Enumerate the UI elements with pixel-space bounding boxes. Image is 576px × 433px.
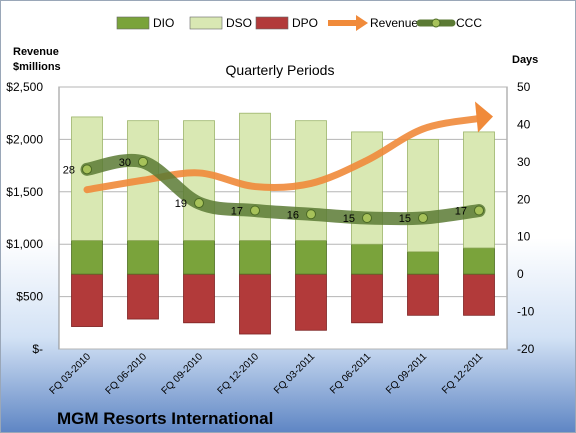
- legend-label: DSO: [226, 16, 252, 30]
- x-axis-tick: FQ 03-2011: [272, 351, 317, 396]
- legend-swatch-dio: [116, 16, 150, 30]
- ccc-data-label: 17: [231, 206, 243, 218]
- bar-dio: [71, 240, 103, 275]
- right-axis-tick: -10: [517, 305, 535, 319]
- legend-swatch-dso: [189, 16, 223, 30]
- ccc-data-label: 30: [119, 157, 131, 169]
- ccc-marker: [82, 164, 92, 175]
- legend-label: CCC: [456, 16, 482, 30]
- left-axis-label: $millions: [13, 61, 61, 73]
- bar-dpo: [463, 273, 495, 316]
- ccc-data-label: 28: [63, 164, 75, 176]
- bar-dio: [463, 247, 495, 275]
- ccc-data-label: 19: [175, 198, 187, 210]
- right-axis-tick: 40: [517, 117, 531, 131]
- company-title: MGM Resorts International: [57, 409, 273, 428]
- right-axis-tick: -20: [517, 342, 535, 356]
- bar-dpo: [239, 273, 271, 335]
- ccc-data-label: 16: [287, 209, 299, 221]
- bar-dpo: [183, 273, 215, 324]
- bar-dio: [351, 243, 383, 275]
- ccc-data-label: 15: [343, 213, 355, 225]
- x-axis-tick: FQ 09-2011: [384, 351, 429, 396]
- bar-dso: [183, 120, 215, 241]
- x-axis-tick: FQ 06-2010: [104, 351, 150, 397]
- ccc-line: [80, 153, 486, 226]
- x-axis-tick: FQ 12-2011: [440, 351, 485, 396]
- legend-label: Revenue: [370, 16, 418, 30]
- legend-label: DPO: [292, 16, 318, 30]
- legend-swatch-dpo: [255, 16, 289, 30]
- x-axis-tick: FQ 03-2010: [48, 351, 94, 397]
- ccc-data-label: 17: [455, 206, 467, 218]
- left-axis-tick: $1,000: [6, 237, 43, 251]
- left-axis-tick: $2,500: [6, 80, 43, 94]
- right-axis-tick: 30: [517, 155, 531, 169]
- legend-arrowhead-revenue: [356, 15, 368, 31]
- bar-dso: [407, 138, 439, 253]
- ccc-marker: [418, 213, 428, 223]
- ccc-marker: [362, 213, 372, 223]
- legend-marker-ccc: [431, 18, 441, 28]
- left-axis-tick: $500: [16, 290, 43, 304]
- left-axis-label: Revenue: [13, 46, 59, 58]
- bar-dpo: [407, 273, 439, 316]
- right-axis-tick: 0: [517, 267, 524, 281]
- right-axis-label: Days: [512, 54, 538, 66]
- left-axis-tick: $1,500: [6, 185, 43, 199]
- bar-dso: [71, 116, 103, 241]
- ccc-marker: [474, 205, 484, 216]
- ccc-marker: [250, 205, 260, 216]
- bar-dpo: [71, 273, 103, 327]
- legend-label: DIO: [153, 16, 174, 30]
- right-axis-tick: 20: [517, 192, 531, 206]
- right-axis-tick: 50: [517, 80, 531, 94]
- revenue-arrowhead: [475, 101, 493, 133]
- ccc-data-label: 15: [399, 213, 411, 225]
- bar-dio: [295, 240, 327, 275]
- bar-dpo: [127, 273, 159, 320]
- bar-dio: [127, 240, 159, 275]
- ccc-marker: [194, 198, 204, 209]
- left-axis-tick: $2,000: [6, 132, 43, 146]
- x-axis-tick: FQ 12-2010: [216, 351, 262, 397]
- bar-dio: [407, 251, 439, 275]
- x-axis-tick: FQ 09-2010: [160, 351, 206, 397]
- bar-dpo: [351, 273, 383, 324]
- bar-dso: [463, 131, 495, 249]
- bar-dio: [183, 240, 215, 275]
- ccc-marker: [306, 209, 316, 220]
- bar-dio: [239, 240, 271, 275]
- bar-dso: [239, 112, 271, 241]
- bar-dpo: [295, 273, 327, 331]
- revenue-line: [83, 114, 483, 194]
- right-axis-tick: 10: [517, 230, 531, 244]
- left-axis-tick: $-: [32, 342, 43, 356]
- chart-title: Quarterly Periods: [226, 62, 335, 78]
- bar-dso: [351, 131, 383, 245]
- ccc-marker: [138, 156, 148, 167]
- x-axis-tick: FQ 06-2011: [328, 351, 373, 396]
